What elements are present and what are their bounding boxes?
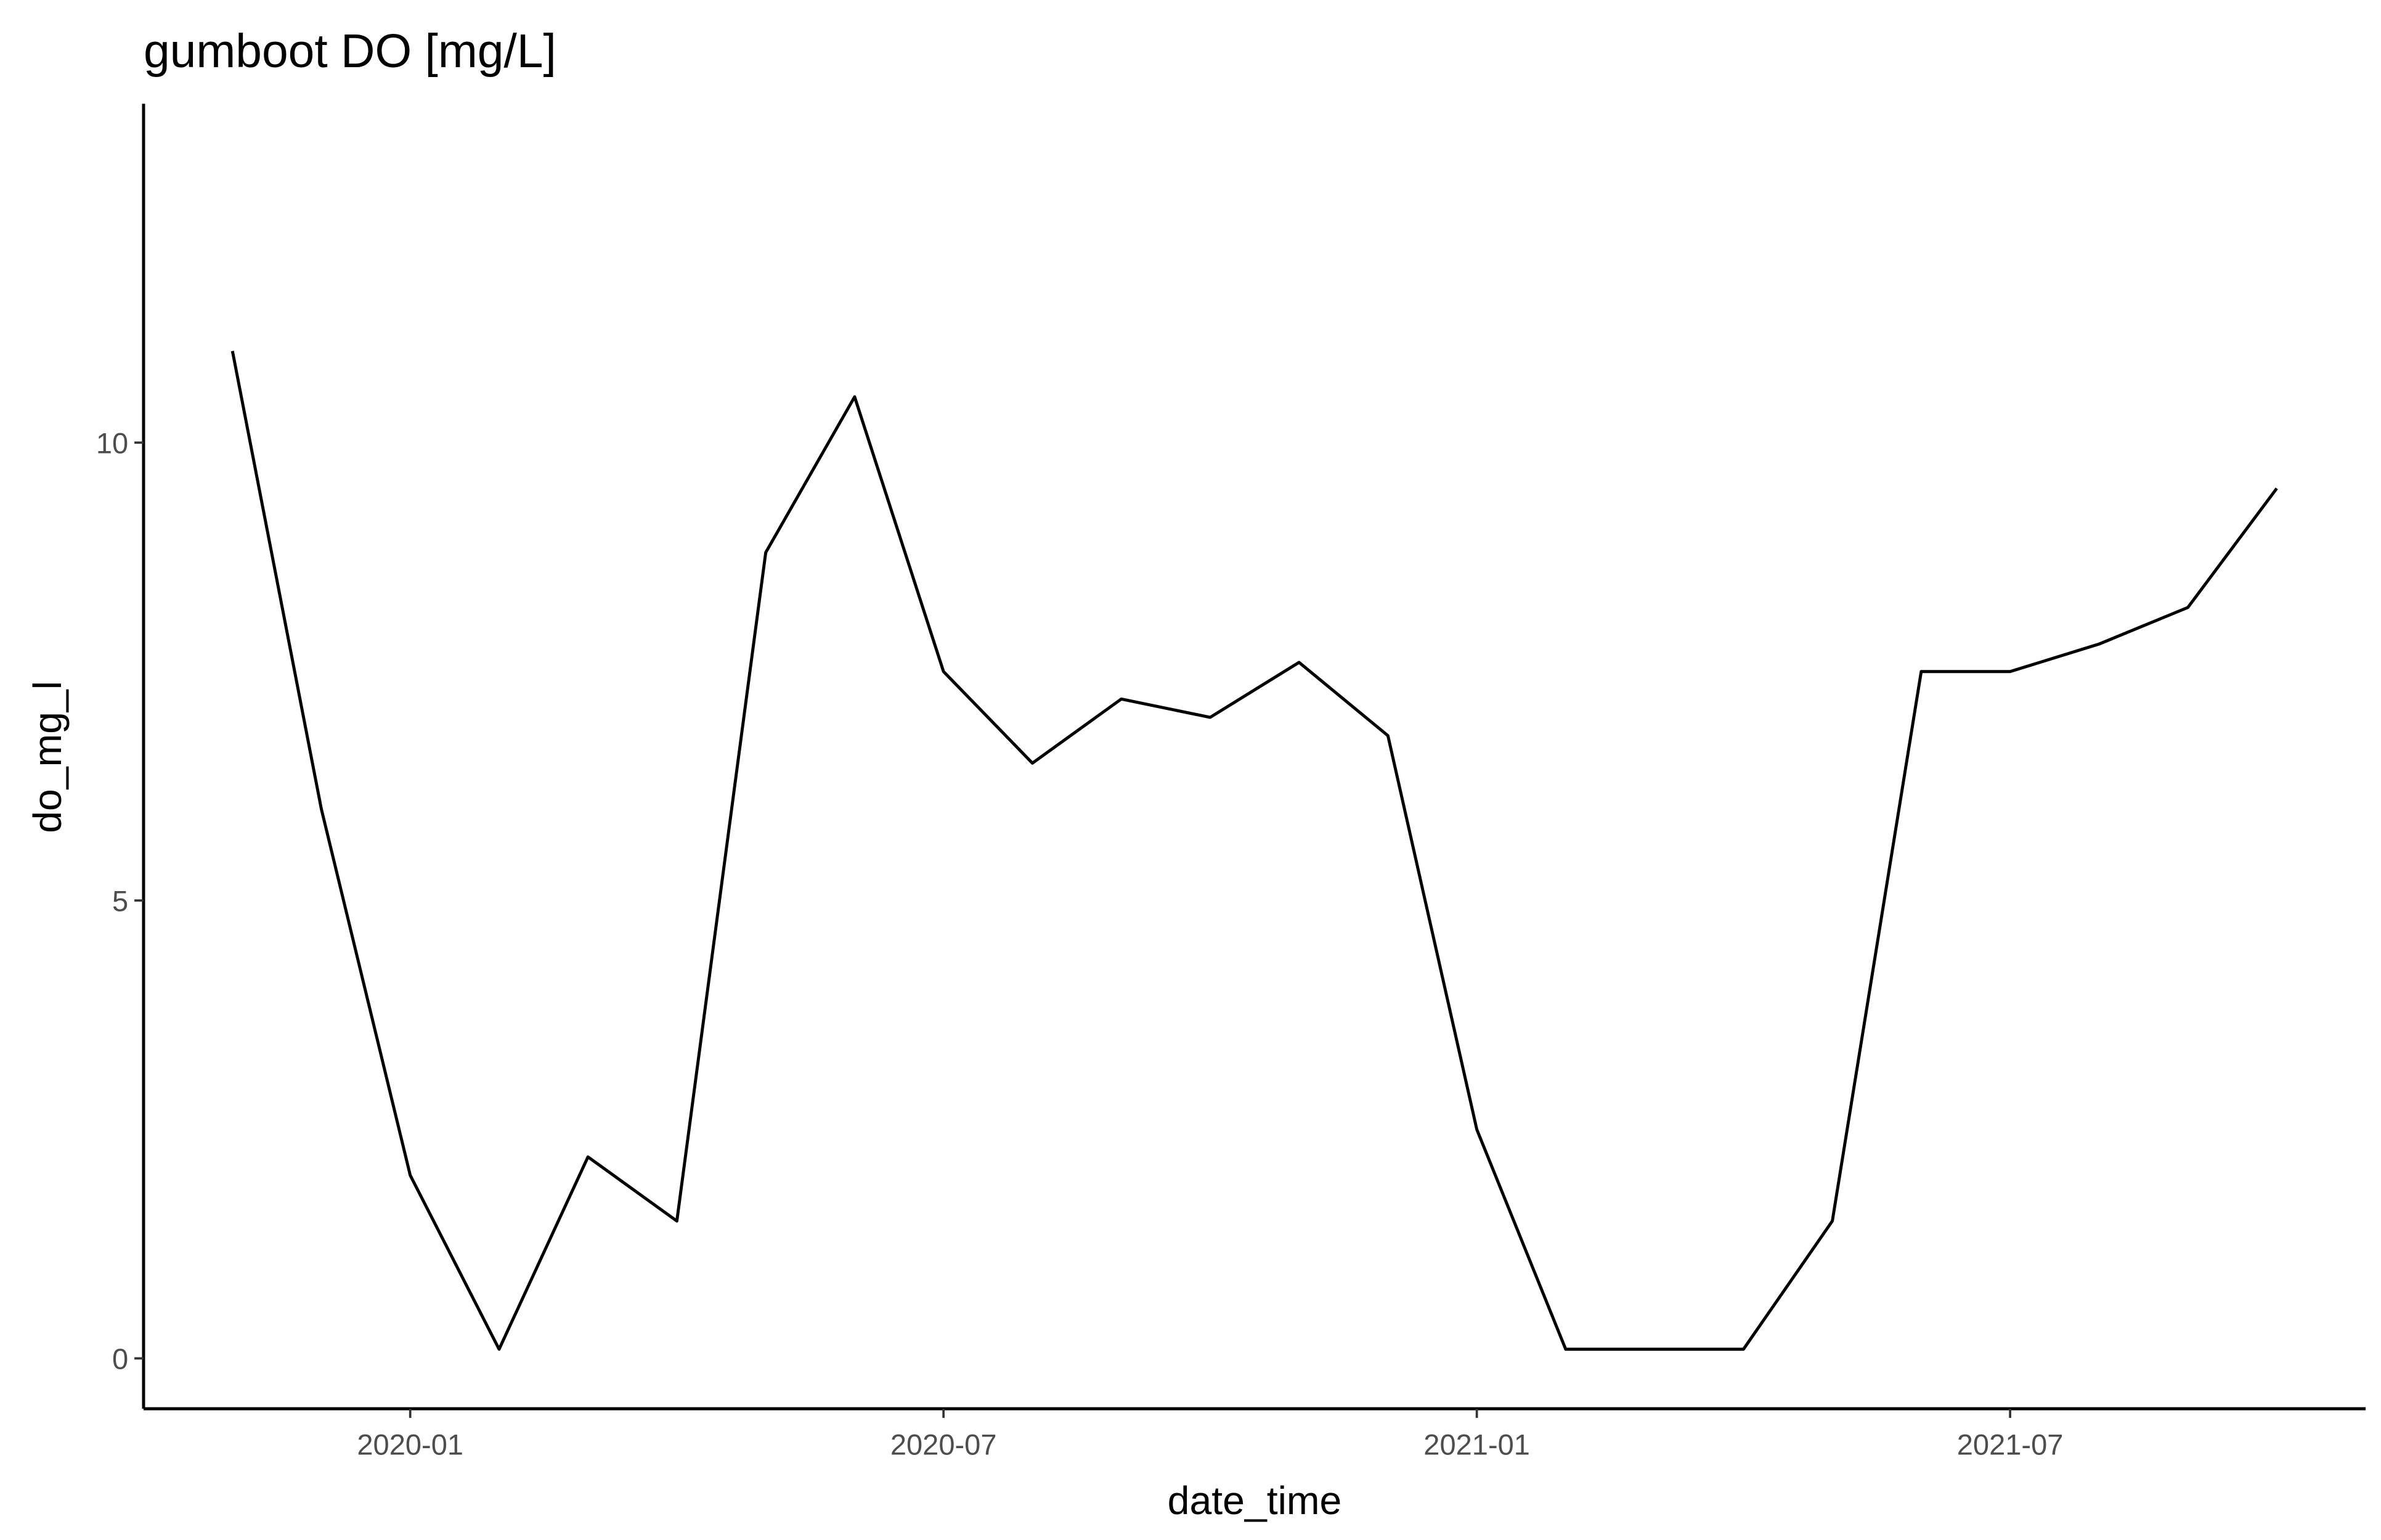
- data-line: [230, 351, 2278, 1351]
- y-tick-label: 5: [112, 885, 128, 918]
- y-tick-label: 0: [112, 1343, 128, 1375]
- y-tick-label: 10: [96, 427, 128, 460]
- x-tick-label: 2020-07: [890, 1428, 997, 1461]
- x-tick-label: 2021-07: [1957, 1428, 2064, 1461]
- x-axis-title: date_time: [1168, 1478, 1342, 1523]
- x-tick-label: 2021-01: [1423, 1428, 1530, 1461]
- x-tick-label: 2020-01: [357, 1428, 463, 1461]
- chart-title: gumboot DO [mg/L]: [144, 25, 556, 78]
- y-axis-title: do_mg_l: [25, 681, 70, 833]
